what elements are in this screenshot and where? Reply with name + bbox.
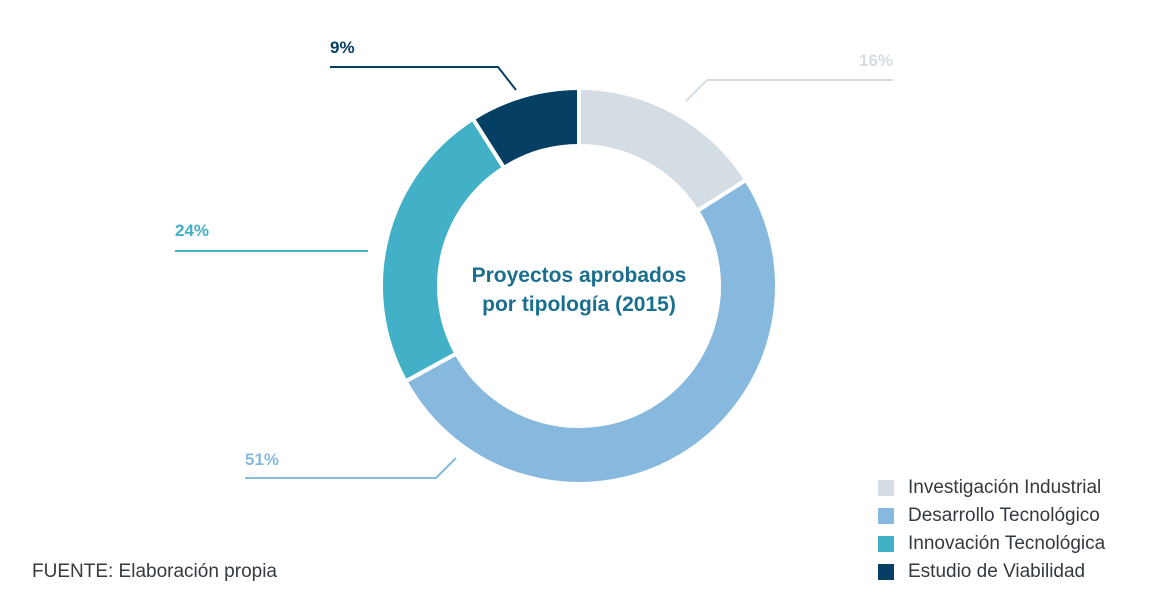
legend-label: Innovación Tecnológica bbox=[908, 533, 1106, 554]
percentage-label: 16% bbox=[859, 51, 893, 70]
donut-slice-innovaci-n-tecnol-gica bbox=[379, 116, 507, 385]
percentage-label: 24% bbox=[175, 221, 209, 240]
leader-line bbox=[685, 79, 893, 102]
legend-label: Estudio de Viabilidad bbox=[908, 561, 1086, 582]
percentage-label: 9% bbox=[330, 38, 355, 57]
chart-title-line-2: por tipología (2015) bbox=[482, 293, 676, 316]
donut-slice-investigaci-n-industrial bbox=[577, 85, 749, 214]
legend-item: Desarrollo Tecnológico bbox=[878, 502, 1105, 530]
source-note: FUENTE: Elaboración propia bbox=[32, 561, 277, 582]
legend-label: Investigación Industrial bbox=[908, 477, 1102, 498]
chart-legend: Investigación Industrial Desarrollo Tecn… bbox=[878, 474, 1105, 586]
leader-line bbox=[245, 457, 457, 479]
donut-slice-estudio-de-viabilidad bbox=[470, 85, 581, 171]
leader-line bbox=[330, 66, 517, 91]
legend-swatch bbox=[878, 508, 894, 524]
percentage-labels: 16% 51% 24% 9% bbox=[175, 38, 893, 469]
legend-swatch bbox=[878, 536, 894, 552]
donut-slice-desarrollo-tecnol-gico bbox=[402, 177, 779, 486]
legend-item: Investigación Industrial bbox=[878, 474, 1105, 502]
legend-label: Desarrollo Tecnológico bbox=[908, 505, 1100, 526]
legend-item: Innovación Tecnológica bbox=[878, 530, 1105, 558]
legend-swatch bbox=[878, 564, 894, 580]
percentage-label: 51% bbox=[245, 450, 279, 469]
chart-title-line-1: Proyectos aprobados bbox=[472, 264, 687, 287]
leader-lines bbox=[175, 66, 893, 479]
legend-swatch bbox=[878, 480, 894, 496]
donut-slices bbox=[379, 85, 779, 486]
legend-item: Estudio de Viabilidad bbox=[878, 558, 1105, 586]
